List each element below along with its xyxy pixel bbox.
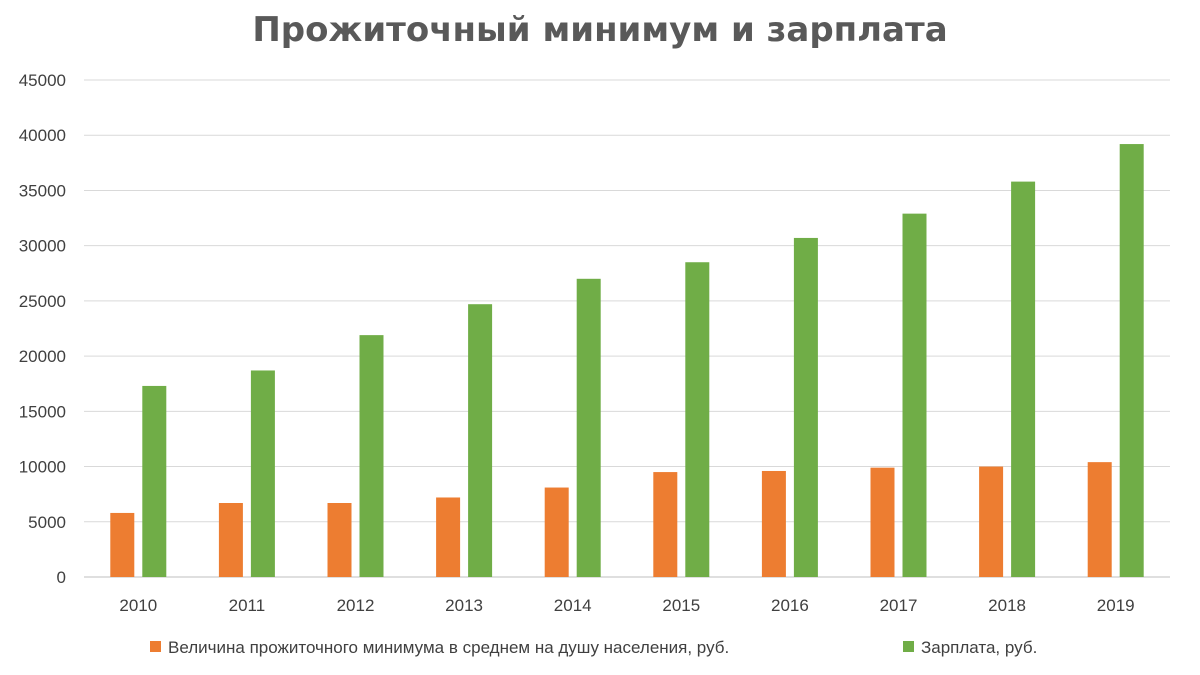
bar-subsistence-minimum-2019 [1087, 462, 1112, 577]
x-tick-label: 2010 [119, 596, 157, 615]
bar-subsistence-minimum-2014 [544, 487, 569, 577]
x-tick-label: 2013 [445, 596, 483, 615]
bar-subsistence-minimum-2011 [218, 503, 243, 577]
x-tick-label: 2015 [662, 596, 700, 615]
bar-subsistence-minimum-2016 [761, 470, 786, 577]
bar-salary-2013 [468, 304, 493, 577]
bar-subsistence-minimum-2013 [436, 497, 461, 577]
x-tick-label: 2019 [1097, 596, 1135, 615]
gridlines [84, 79, 1170, 578]
bar-subsistence-minimum-2012 [327, 503, 352, 577]
bar-subsistence-minimum-2017 [870, 467, 895, 577]
x-tick-label: 2016 [771, 596, 809, 615]
legend-label: Зарплата, руб. [921, 638, 1037, 657]
y-tick-label: 20000 [19, 347, 66, 366]
legend: Величина прожиточного минимума в среднем… [150, 638, 1037, 657]
bar-salary-2016 [793, 237, 818, 578]
legend-label: Величина прожиточного минимума в среднем… [168, 638, 729, 657]
x-axis-ticks: 2010 2011 2012 2013 2014 2015 2016 2017 2018 2019 [119, 596, 1134, 615]
y-axis-ticks: 0 5000 10000 15000 20000 25000 30000 35000 40000… [19, 71, 66, 587]
y-tick-label: 30000 [19, 237, 66, 256]
y-tick-label: 5000 [28, 513, 66, 532]
y-tick-label: 10000 [19, 458, 66, 477]
legend-item-salary: Зарплата, руб. [903, 638, 1037, 657]
x-tick-label: 2017 [880, 596, 918, 615]
legend-item-subsistence-minimum: Величина прожиточного минимума в среднем… [150, 638, 729, 657]
bar-subsistence-minimum-2010 [110, 512, 135, 577]
y-tick-label: 45000 [19, 71, 66, 90]
x-tick-label: 2012 [337, 596, 375, 615]
bar-salary-2014 [576, 278, 601, 577]
bar-salary-2011 [250, 370, 275, 577]
bar-salary-2010 [142, 385, 167, 577]
bar-subsistence-minimum-2015 [653, 472, 678, 577]
legend-swatch [150, 641, 161, 652]
bar-salary-2012 [359, 335, 384, 577]
bar-salary-2018 [1011, 181, 1036, 577]
bars [110, 144, 1144, 578]
x-tick-label: 2018 [988, 596, 1026, 615]
bar-subsistence-minimum-2018 [979, 466, 1004, 577]
bar-salary-2019 [1119, 144, 1144, 577]
y-tick-label: 40000 [19, 126, 66, 145]
y-tick-label: 35000 [19, 181, 66, 200]
chart-title: Прожиточный минимум и зарплата [252, 10, 947, 50]
bar-salary-2017 [902, 213, 927, 578]
y-tick-label: 0 [57, 568, 66, 587]
y-tick-label: 15000 [19, 402, 66, 421]
y-tick-label: 25000 [19, 292, 66, 311]
x-tick-label: 2014 [554, 596, 592, 615]
bar-salary-2015 [685, 262, 710, 577]
x-tick-label: 2011 [229, 596, 266, 615]
legend-swatch [903, 641, 914, 652]
